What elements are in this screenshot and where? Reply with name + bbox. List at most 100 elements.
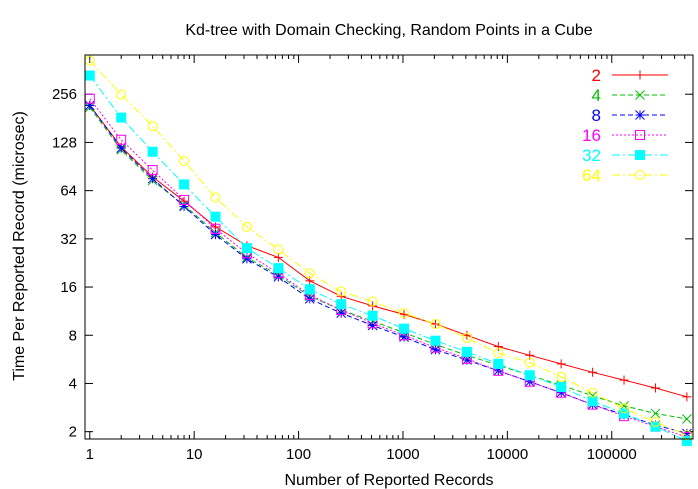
data-point-32 [84, 70, 95, 81]
data-point-32 [273, 263, 284, 274]
x-axis-label: Number of Reported Records [285, 472, 494, 489]
series-16 [84, 93, 692, 443]
data-point-2 [493, 342, 503, 352]
data-point-32 [210, 211, 221, 222]
x-tick-label: 100000 [587, 446, 637, 463]
series-64 [84, 55, 692, 441]
data-point-8 [336, 308, 347, 318]
data-point-32 [461, 346, 472, 357]
legend-label-16: 16 [582, 126, 601, 145]
y-axis-label: Time Per Reported Record (microsec) [11, 111, 28, 381]
data-point-16 [210, 223, 221, 234]
legend-marker-4 [635, 90, 645, 100]
data-point-8 [367, 320, 378, 331]
series-line-2 [89, 105, 688, 398]
data-point-32 [587, 396, 598, 407]
legend-label-2: 2 [592, 66, 601, 85]
series-line-4 [89, 107, 687, 420]
data-point-64 [147, 121, 158, 132]
data-point-32 [524, 370, 535, 381]
data-point-32 [619, 408, 630, 419]
data-point-64 [116, 89, 127, 100]
data-point-16 [116, 134, 127, 145]
data-point-64 [210, 192, 221, 203]
legend-marker-16 [635, 130, 645, 140]
data-point-64 [461, 332, 472, 343]
data-point-32 [116, 112, 127, 123]
data-point-64 [399, 308, 410, 319]
data-point-2 [588, 367, 598, 377]
data-point-64 [304, 268, 315, 279]
data-point-16 [147, 165, 158, 176]
series-line-64 [89, 60, 688, 436]
series-line-32 [89, 75, 688, 442]
data-point-4 [650, 408, 661, 419]
legend-label-32: 32 [582, 146, 601, 165]
x-tick-label: 10 [186, 446, 203, 463]
data-point-2 [462, 330, 472, 340]
data-point-32 [681, 435, 692, 446]
data-point-16 [179, 194, 190, 205]
data-point-64 [650, 416, 661, 427]
legend-marker-64 [635, 170, 645, 180]
y-tick-label: 64 [60, 183, 77, 200]
legend-label-64: 64 [582, 166, 601, 185]
data-point-8 [116, 143, 127, 153]
data-point-32 [179, 179, 190, 190]
y-tick-label: 16 [60, 279, 77, 296]
data-point-32 [147, 146, 158, 157]
y-tick-label: 32 [60, 231, 77, 248]
data-point-64 [681, 430, 692, 441]
data-point-2 [682, 392, 692, 402]
legend-label-4: 4 [592, 86, 601, 105]
data-point-32 [556, 382, 567, 393]
data-point-8 [273, 272, 284, 282]
legend-label-8: 8 [592, 106, 601, 125]
data-point-8 [179, 201, 189, 212]
y-tick-label: 256 [52, 86, 77, 103]
legend-marker-8 [635, 110, 645, 120]
data-point-64 [556, 371, 567, 382]
legend-marker-32 [635, 150, 645, 160]
data-point-4 [682, 414, 692, 424]
data-point-64 [587, 387, 598, 398]
series-line-16 [89, 98, 688, 438]
data-point-32 [304, 284, 315, 295]
data-point-2 [619, 375, 629, 385]
legend-marker-2 [635, 70, 645, 80]
x-tick-label: 10000 [487, 446, 529, 463]
chart-title: Kd-tree with Domain Checking, Random Poi… [185, 22, 592, 39]
data-point-64 [430, 319, 441, 330]
data-point-32 [367, 310, 378, 321]
data-point-32 [399, 323, 410, 334]
x-tick-label: 100 [286, 446, 311, 463]
series-32 [84, 70, 692, 446]
y-tick-label: 128 [52, 134, 77, 151]
data-point-2 [273, 252, 283, 262]
data-point-2 [650, 383, 660, 393]
data-point-64 [179, 156, 190, 167]
x-tick-label: 1000 [386, 446, 419, 463]
data-point-8 [147, 173, 158, 184]
data-point-32 [430, 335, 441, 346]
y-tick-label: 4 [69, 375, 77, 392]
data-point-32 [493, 358, 504, 369]
data-point-8 [242, 254, 252, 264]
data-point-32 [241, 243, 252, 254]
data-point-64 [336, 286, 347, 297]
data-point-64 [241, 221, 252, 232]
x-tick-label: 1 [86, 446, 94, 463]
series-layer [84, 55, 692, 446]
y-tick-label: 8 [69, 327, 77, 344]
data-point-2 [556, 359, 566, 369]
plot-frame [84, 54, 694, 440]
data-point-64 [619, 403, 630, 414]
data-point-64 [367, 296, 378, 307]
series-line-8 [89, 105, 688, 434]
data-point-64 [493, 347, 504, 358]
y-tick-label: 2 [69, 424, 77, 441]
data-point-64 [273, 244, 284, 255]
